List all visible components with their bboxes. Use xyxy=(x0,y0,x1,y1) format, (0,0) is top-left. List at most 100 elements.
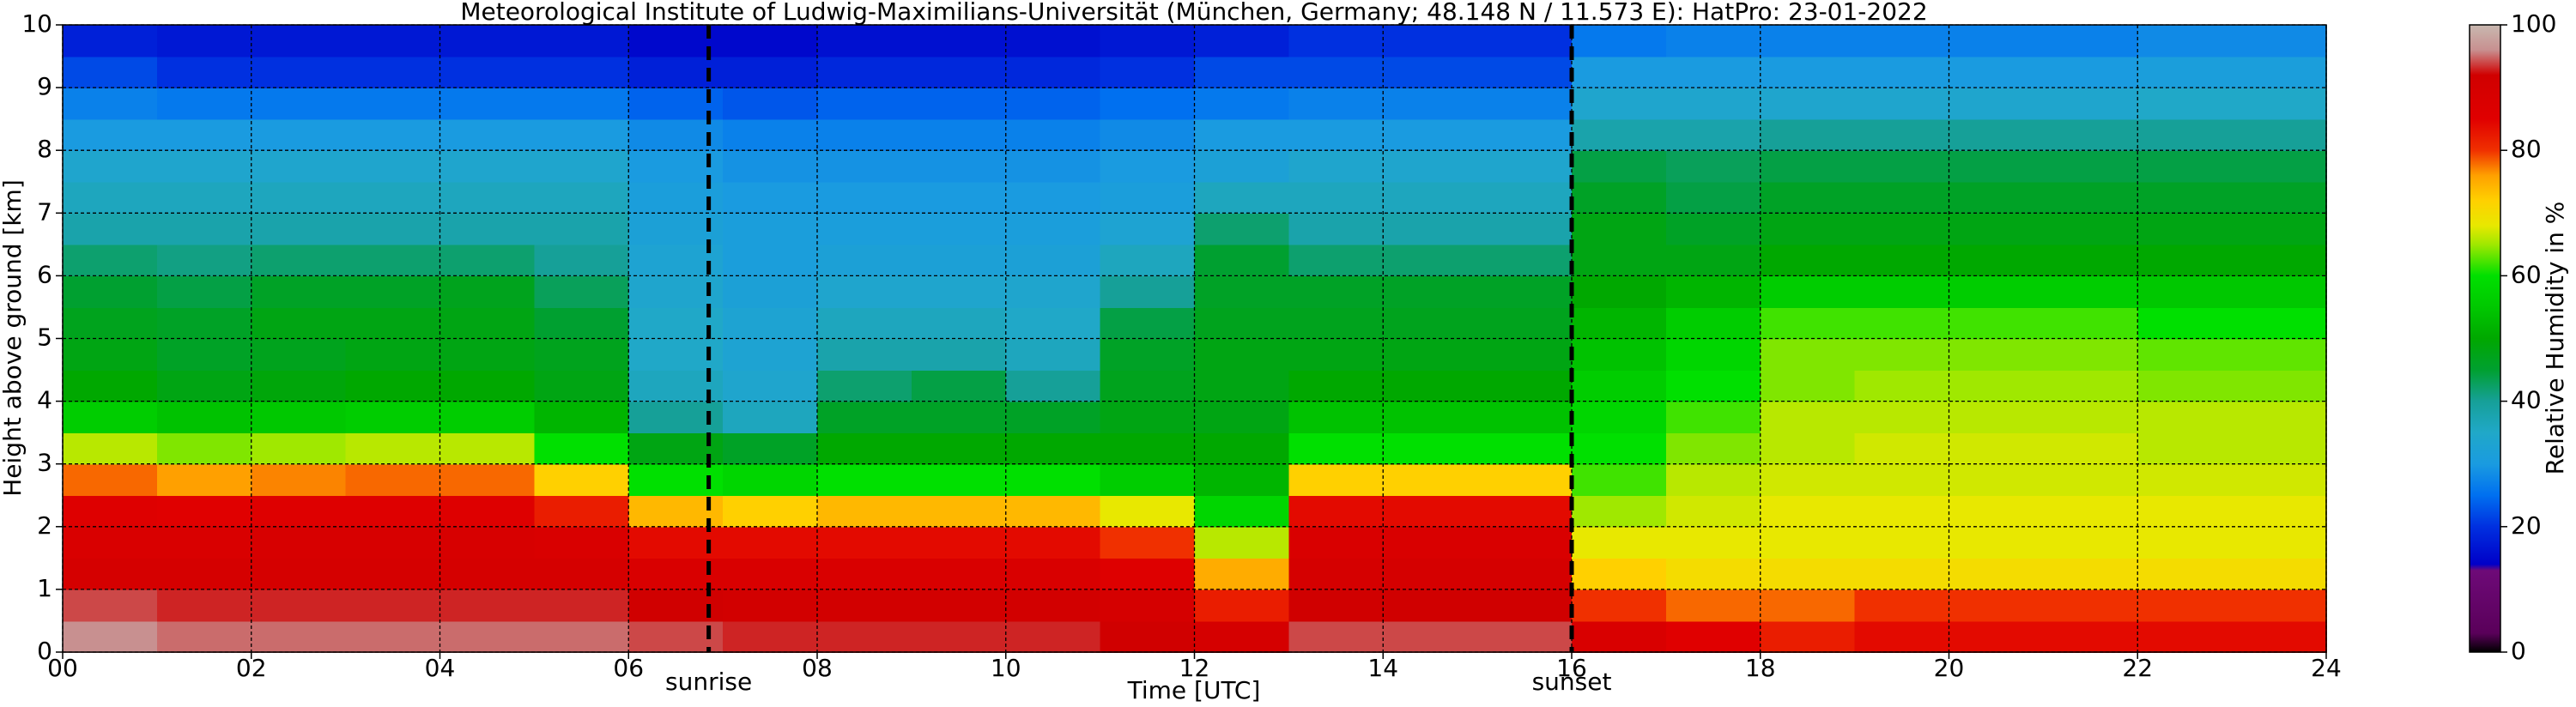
heatmap-cell xyxy=(534,463,630,497)
heatmap-cell xyxy=(1005,558,1101,590)
heatmap-cell xyxy=(63,338,158,371)
heatmap-cell xyxy=(817,401,912,433)
heatmap-cell xyxy=(439,25,536,57)
heatmap-cell xyxy=(1383,275,1478,308)
heatmap-cell xyxy=(1477,558,1573,590)
heatmap-cell xyxy=(1194,118,1290,151)
heatmap-cell xyxy=(1760,620,1856,653)
heatmap-cell xyxy=(1572,181,1667,215)
heatmap-cell xyxy=(1572,495,1667,528)
heatmap-cell xyxy=(156,181,252,215)
heatmap-cell xyxy=(345,213,441,245)
heatmap-cell xyxy=(1572,338,1667,371)
x-tick-label: 16 xyxy=(1556,654,1587,682)
heatmap-cell xyxy=(1477,150,1573,183)
heatmap-cell xyxy=(723,275,818,308)
heatmap-cell xyxy=(1288,558,1385,590)
heatmap-cell xyxy=(251,463,347,497)
heatmap-cell xyxy=(2232,370,2327,402)
heatmap-cell xyxy=(1665,589,1761,622)
heatmap-cell xyxy=(1572,620,1667,653)
heatmap-cell xyxy=(2232,306,2327,340)
heatmap-cell xyxy=(723,244,818,277)
x-tick-label: 08 xyxy=(802,654,833,682)
heatmap-cell xyxy=(1100,118,1196,151)
heatmap-cell xyxy=(1100,463,1196,497)
heatmap-cell xyxy=(1005,463,1101,497)
heatmap-cell xyxy=(1572,118,1667,151)
heatmap-cell xyxy=(1665,558,1761,590)
heatmap-cell xyxy=(723,495,818,528)
heatmap-cell xyxy=(2232,432,2327,465)
heatmap-cell xyxy=(156,338,252,371)
x-tick-label: 00 xyxy=(47,654,78,682)
heatmap-cell xyxy=(1477,88,1573,120)
heatmap-cell xyxy=(817,526,912,559)
heatmap-cell xyxy=(1288,88,1385,120)
heatmap-cell xyxy=(723,432,818,465)
heatmap-cell xyxy=(911,526,1007,559)
heatmap-cell xyxy=(911,370,1007,402)
heatmap-cell xyxy=(817,275,912,308)
heatmap-cell xyxy=(534,275,630,308)
x-tick-label: 20 xyxy=(1934,654,1965,682)
heatmap-cell xyxy=(1760,56,1856,88)
heatmap-cell xyxy=(2043,401,2139,433)
heatmap-cell xyxy=(1288,370,1385,402)
heatmap-cell xyxy=(2137,589,2233,622)
heatmap-cell xyxy=(63,25,158,57)
heatmap-cell xyxy=(723,370,818,402)
heatmap-cell xyxy=(1760,244,1856,277)
heatmap-cell xyxy=(1100,181,1196,215)
heatmap-cell xyxy=(723,620,818,653)
x-tick-label: 12 xyxy=(1179,654,1210,682)
heatmap-cell xyxy=(1100,401,1196,433)
heatmap-cell xyxy=(1194,589,1290,622)
heatmap-cell xyxy=(1005,432,1101,465)
heatmap-cell xyxy=(2137,526,2233,559)
heatmap-cell xyxy=(345,526,441,559)
heatmap-cell xyxy=(345,338,441,371)
heatmap-cell xyxy=(534,213,630,245)
heatmap-cell xyxy=(1854,432,1950,465)
heatmap-cell xyxy=(1477,213,1573,245)
heatmap-cell xyxy=(345,401,441,433)
heatmap-cell xyxy=(1194,25,1290,57)
heatmap-cell xyxy=(1100,495,1196,528)
heatmap-cell xyxy=(1572,432,1667,465)
heatmap-cell xyxy=(1288,463,1385,497)
heatmap-cell xyxy=(723,213,818,245)
heatmap-cell xyxy=(1665,495,1761,528)
heatmap-cell xyxy=(251,150,347,183)
heatmap-cell xyxy=(63,181,158,215)
heatmap-cell xyxy=(1100,306,1196,340)
heatmap-cell xyxy=(251,88,347,120)
heatmap-cell xyxy=(817,620,912,653)
heatmap-cell xyxy=(2043,275,2139,308)
heatmap-cell xyxy=(1194,56,1290,88)
heatmap-cell xyxy=(2137,275,2233,308)
heatmap-cell xyxy=(2043,432,2139,465)
heatmap-cell xyxy=(1665,370,1761,402)
heatmap-cell xyxy=(1100,275,1196,308)
heatmap-cell xyxy=(1100,56,1196,88)
heatmap-cell xyxy=(1383,56,1478,88)
heatmap-cell xyxy=(2232,244,2327,277)
heatmap-cell xyxy=(1665,401,1761,433)
heatmap-cell xyxy=(156,463,252,497)
heatmap-cell xyxy=(1572,88,1667,120)
heatmap-cell xyxy=(534,558,630,590)
heatmap-cell xyxy=(2043,56,2139,88)
heatmap-cell xyxy=(63,56,158,88)
heatmap-cell xyxy=(439,589,536,622)
heatmap-cell xyxy=(1100,589,1196,622)
heatmap-cell xyxy=(817,338,912,371)
heatmap-cell xyxy=(2232,495,2327,528)
heatmap-cell xyxy=(439,213,536,245)
heatmap-cell xyxy=(1288,495,1385,528)
x-tick-label: 06 xyxy=(613,654,644,682)
heatmap-cell xyxy=(1005,495,1101,528)
heatmap-cell xyxy=(63,275,158,308)
heatmap-cell xyxy=(1477,118,1573,151)
heatmap-cell xyxy=(1949,275,2045,308)
